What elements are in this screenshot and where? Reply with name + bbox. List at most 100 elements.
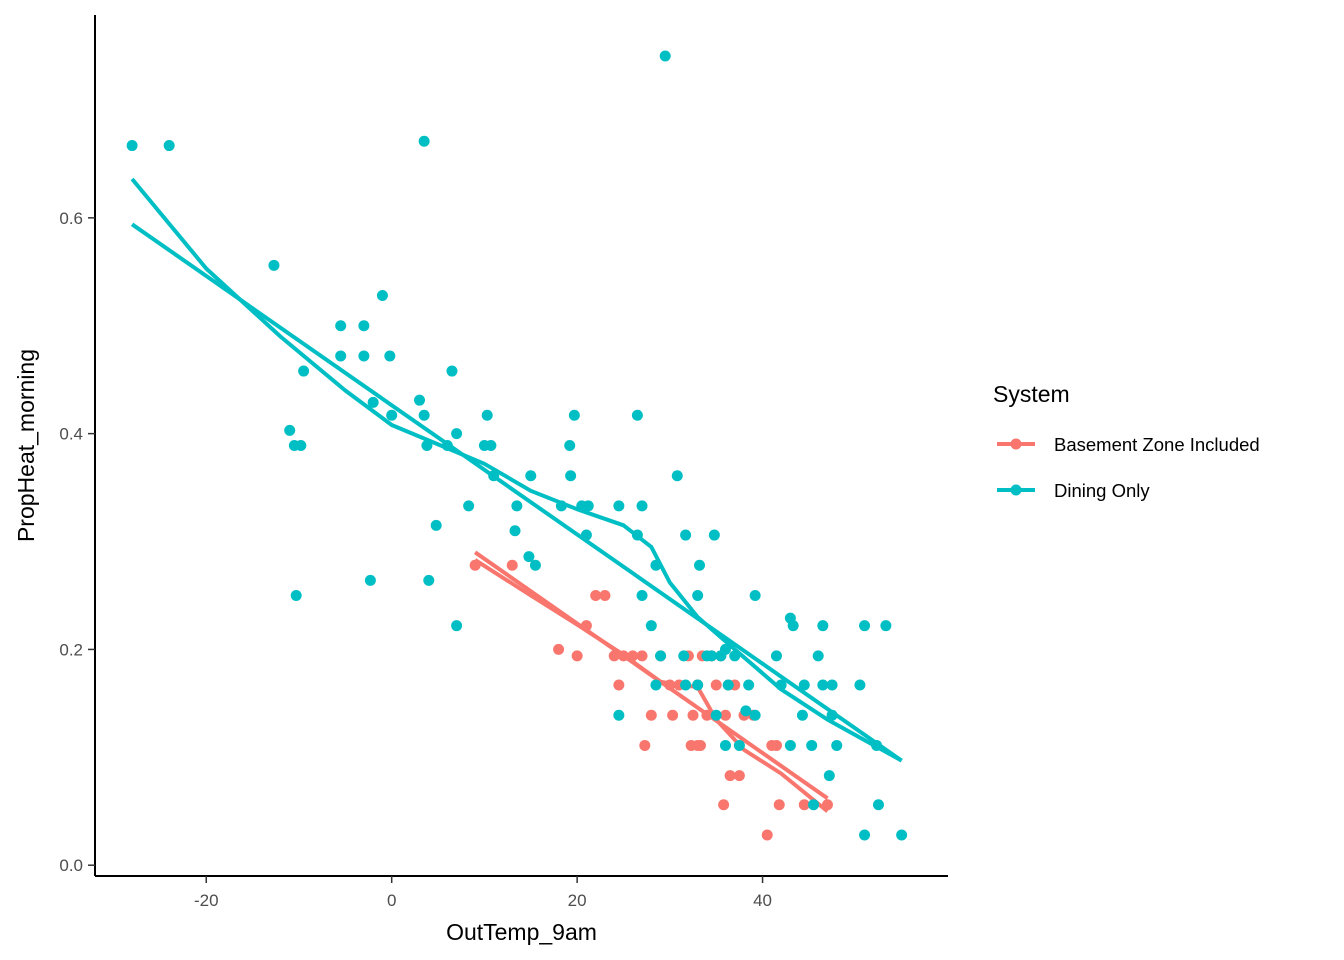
data-point bbox=[631, 529, 643, 541]
data-point bbox=[335, 320, 347, 332]
data-point bbox=[506, 559, 518, 571]
data-point bbox=[722, 679, 734, 691]
data-point bbox=[872, 799, 884, 811]
y-axis-title: PropHeat_morning bbox=[13, 349, 39, 542]
data-point bbox=[719, 709, 731, 721]
data-points bbox=[126, 50, 908, 841]
data-point bbox=[692, 589, 704, 601]
data-point bbox=[770, 739, 782, 751]
data-point bbox=[376, 290, 388, 302]
data-point bbox=[414, 394, 426, 406]
data-point bbox=[749, 589, 761, 601]
x-tick-label: 20 bbox=[568, 891, 587, 910]
legend-label: Dining Only bbox=[1054, 480, 1150, 501]
data-point bbox=[740, 705, 752, 717]
data-point bbox=[364, 574, 376, 586]
data-point bbox=[710, 679, 722, 691]
data-point bbox=[523, 551, 535, 563]
x-axis-ticks: -20 0 20 40 bbox=[194, 876, 772, 910]
data-point bbox=[469, 559, 481, 571]
legend-items: Basement Zone Included Dining Only bbox=[997, 434, 1260, 501]
data-point bbox=[358, 350, 370, 362]
data-point bbox=[163, 140, 175, 152]
x-tick-label: 40 bbox=[753, 891, 772, 910]
data-point bbox=[680, 529, 692, 541]
data-point bbox=[580, 620, 592, 632]
data-point bbox=[826, 709, 838, 721]
data-point bbox=[565, 470, 577, 482]
data-point bbox=[796, 709, 808, 721]
data-point bbox=[627, 650, 639, 662]
data-point bbox=[608, 650, 620, 662]
data-point bbox=[798, 799, 810, 811]
data-point bbox=[613, 679, 625, 691]
data-point bbox=[798, 679, 810, 691]
data-point bbox=[667, 709, 679, 721]
smooth-fit-line bbox=[130, 177, 903, 763]
data-point bbox=[418, 409, 430, 421]
data-point bbox=[481, 409, 493, 421]
data-point bbox=[582, 500, 594, 512]
y-tick-label: 0.4 bbox=[59, 425, 83, 444]
data-point bbox=[126, 140, 138, 152]
data-point bbox=[719, 739, 731, 751]
data-point bbox=[775, 679, 787, 691]
x-axis-title: OutTemp_9am bbox=[446, 919, 597, 945]
x-tick-label: 0 bbox=[387, 891, 396, 910]
data-point bbox=[636, 500, 648, 512]
data-point bbox=[358, 320, 370, 332]
data-point bbox=[421, 440, 433, 451]
data-point bbox=[451, 620, 463, 632]
data-point bbox=[859, 620, 871, 632]
y-tick-label: 0.0 bbox=[59, 856, 83, 875]
data-point bbox=[685, 739, 697, 751]
data-point bbox=[823, 770, 835, 782]
data-point bbox=[812, 650, 824, 662]
data-point bbox=[817, 620, 829, 632]
fit-lines bbox=[130, 177, 903, 813]
data-point bbox=[761, 829, 773, 841]
data-point bbox=[446, 365, 458, 377]
data-point bbox=[295, 440, 307, 451]
data-point bbox=[636, 650, 648, 662]
legend-point-key bbox=[1010, 438, 1022, 450]
data-point bbox=[568, 409, 580, 421]
data-point bbox=[631, 409, 643, 421]
data-point bbox=[784, 739, 796, 751]
data-point bbox=[678, 650, 690, 662]
data-point bbox=[896, 829, 908, 841]
data-point bbox=[659, 50, 671, 62]
legend-point-key bbox=[1010, 484, 1022, 496]
data-point bbox=[687, 709, 699, 721]
legend-label: Basement Zone Included bbox=[1054, 434, 1260, 455]
data-point bbox=[743, 679, 755, 691]
data-point bbox=[724, 770, 736, 782]
data-point bbox=[787, 620, 799, 632]
data-point bbox=[694, 739, 706, 751]
data-point bbox=[613, 709, 625, 721]
data-point bbox=[485, 440, 497, 451]
data-point bbox=[708, 529, 720, 541]
data-point bbox=[671, 470, 683, 482]
data-point bbox=[268, 259, 280, 271]
data-point bbox=[525, 470, 537, 482]
data-point bbox=[488, 470, 500, 482]
data-point bbox=[821, 799, 833, 811]
axes: -20 0 20 40 0.0 0.2 0.4 0.6 bbox=[59, 15, 948, 910]
data-point bbox=[613, 500, 625, 512]
data-point bbox=[770, 650, 782, 662]
data-point bbox=[636, 589, 648, 601]
data-point bbox=[871, 739, 883, 751]
data-point bbox=[284, 424, 296, 436]
data-point bbox=[529, 559, 541, 571]
data-point bbox=[451, 428, 463, 440]
data-point bbox=[511, 500, 523, 512]
y-axis-ticks: 0.0 0.2 0.4 0.6 bbox=[59, 209, 95, 875]
data-point bbox=[617, 650, 629, 662]
data-point bbox=[806, 739, 818, 751]
data-point bbox=[553, 643, 565, 655]
data-point bbox=[680, 679, 692, 691]
data-point bbox=[854, 679, 866, 691]
data-point bbox=[880, 620, 892, 632]
data-point bbox=[367, 396, 379, 408]
